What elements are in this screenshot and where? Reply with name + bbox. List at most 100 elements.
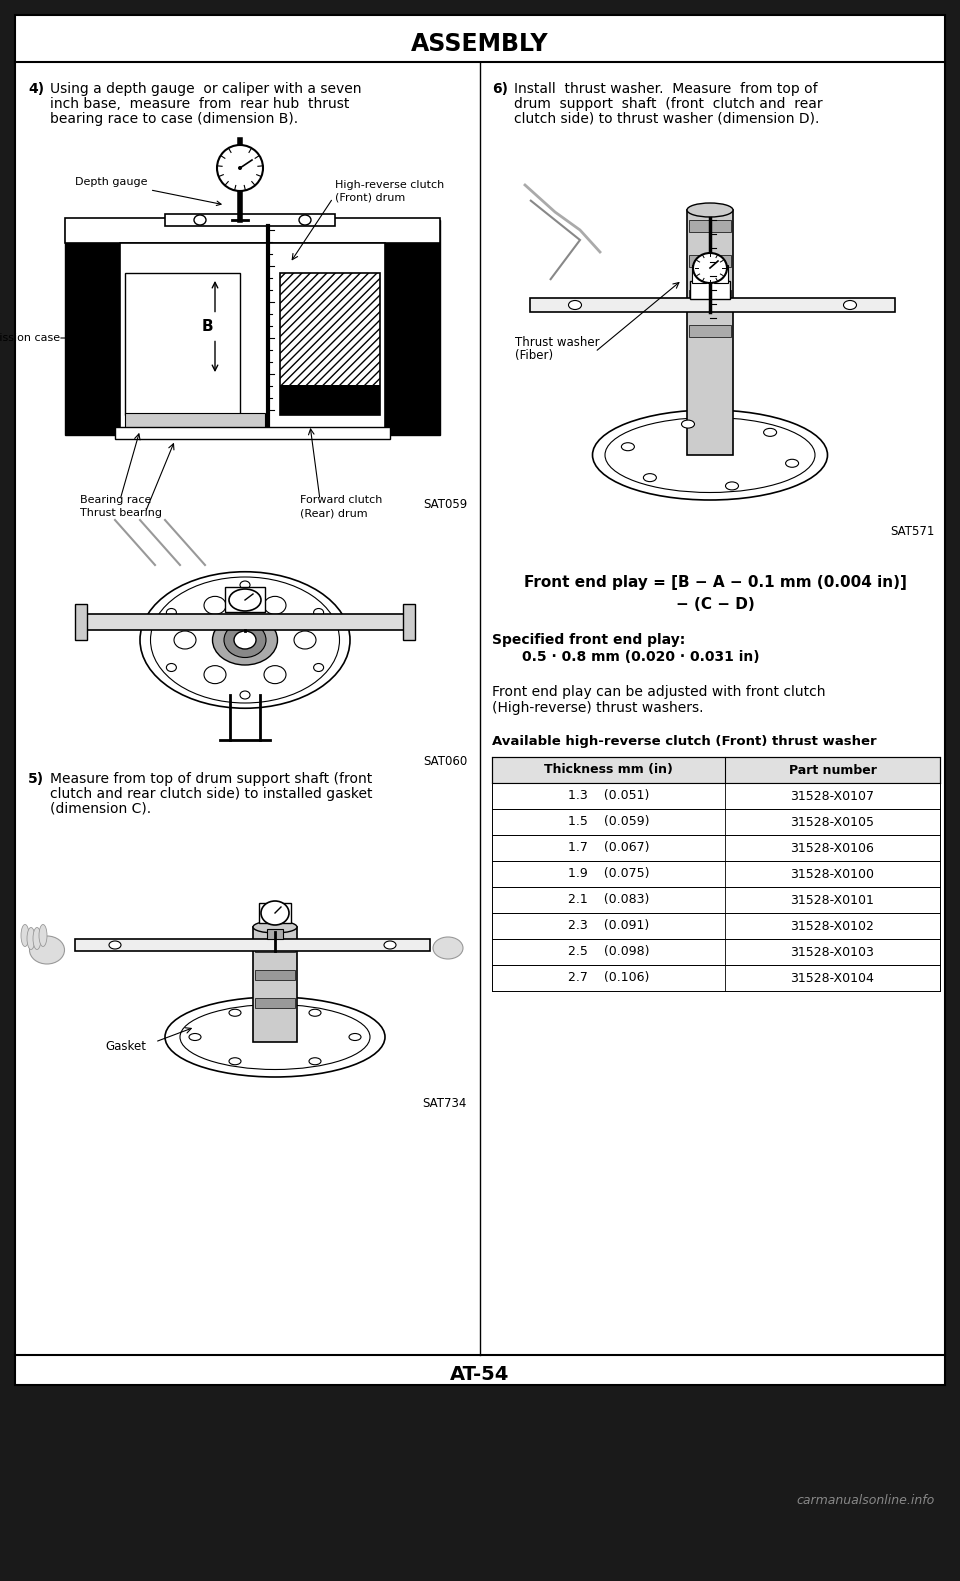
Text: 1.5    (0.059): 1.5 (0.059)	[567, 816, 649, 828]
Text: − (C − D): − (C − D)	[676, 598, 755, 612]
Text: ASSEMBLY: ASSEMBLY	[411, 32, 549, 55]
Bar	[492, 887, 940, 912]
Ellipse shape	[174, 631, 196, 648]
Bar	[115, 427, 390, 440]
Text: 31528-X0104: 31528-X0104	[790, 971, 875, 985]
Ellipse shape	[299, 215, 311, 225]
Ellipse shape	[261, 901, 289, 925]
Text: 31528-X0103: 31528-X0103	[790, 945, 875, 958]
Text: (dimension C).: (dimension C).	[50, 802, 151, 816]
Ellipse shape	[726, 482, 738, 490]
Text: Thrust bearing: Thrust bearing	[80, 508, 162, 519]
Ellipse shape	[238, 166, 242, 171]
Ellipse shape	[21, 925, 29, 947]
Ellipse shape	[204, 596, 226, 615]
Bar	[687, 210, 733, 455]
Text: SAT060: SAT060	[422, 756, 467, 768]
Ellipse shape	[39, 925, 47, 947]
Bar	[259, 903, 291, 923]
Ellipse shape	[763, 428, 777, 436]
Ellipse shape	[217, 145, 263, 191]
Text: Available high-reverse clutch (Front) thrust washer: Available high-reverse clutch (Front) th…	[492, 735, 876, 748]
Ellipse shape	[687, 202, 733, 217]
Text: 4): 4)	[28, 82, 44, 96]
Text: Thrust washer: Thrust washer	[515, 335, 600, 348]
Ellipse shape	[643, 474, 657, 482]
Ellipse shape	[844, 300, 856, 310]
Ellipse shape	[785, 460, 799, 468]
Bar	[280, 274, 380, 414]
Ellipse shape	[264, 596, 286, 615]
Text: Thickness mm (in): Thickness mm (in)	[544, 764, 673, 776]
Text: 1.9    (0.075): 1.9 (0.075)	[567, 868, 649, 881]
Ellipse shape	[682, 421, 694, 428]
Text: (Rear) drum: (Rear) drum	[300, 508, 368, 519]
Bar	[80, 613, 410, 629]
Text: 0.5 · 0.8 mm (0.020 · 0.031 in): 0.5 · 0.8 mm (0.020 · 0.031 in)	[522, 650, 759, 664]
Ellipse shape	[240, 580, 250, 590]
Text: Part number: Part number	[788, 764, 876, 776]
Text: Measure from top of drum support shaft (front: Measure from top of drum support shaft (…	[50, 772, 372, 786]
Ellipse shape	[234, 631, 256, 648]
Bar	[492, 912, 940, 939]
Text: (High-reverse) thrust washers.: (High-reverse) thrust washers.	[492, 700, 704, 715]
Text: Specified front end play:: Specified front end play:	[492, 632, 685, 647]
Ellipse shape	[592, 409, 828, 500]
Text: 31528-X0105: 31528-X0105	[790, 816, 875, 828]
Text: Using a depth gauge  or caliper with a seven: Using a depth gauge or caliper with a se…	[50, 82, 362, 96]
Text: 2.7    (0.106): 2.7 (0.106)	[567, 971, 649, 985]
Bar	[267, 930, 283, 939]
Bar	[280, 386, 380, 414]
Ellipse shape	[253, 922, 297, 933]
Ellipse shape	[229, 590, 261, 610]
Ellipse shape	[349, 1034, 361, 1040]
Text: (Front) drum: (Front) drum	[335, 191, 405, 202]
Text: Front end play = [B − A − 0.1 mm (0.004 in)]: Front end play = [B − A − 0.1 mm (0.004 …	[523, 575, 906, 590]
Bar	[492, 757, 940, 783]
Ellipse shape	[27, 928, 35, 950]
Bar	[75, 939, 430, 952]
Text: SAT734: SAT734	[422, 1097, 467, 1110]
Ellipse shape	[224, 623, 266, 658]
Ellipse shape	[30, 936, 64, 964]
Bar	[492, 809, 940, 835]
Bar	[120, 243, 385, 435]
Ellipse shape	[294, 631, 316, 648]
Bar	[75, 604, 87, 640]
Bar	[15, 14, 945, 1385]
Text: SAT059: SAT059	[422, 498, 467, 511]
Text: (Fiber): (Fiber)	[515, 349, 553, 362]
Text: 2.1    (0.083): 2.1 (0.083)	[567, 893, 649, 906]
Bar	[255, 998, 295, 1009]
Ellipse shape	[140, 572, 350, 708]
Text: Forward clutch: Forward clutch	[300, 495, 382, 504]
Bar	[492, 835, 940, 862]
Text: 31528-X0102: 31528-X0102	[790, 920, 875, 933]
Ellipse shape	[229, 1058, 241, 1064]
Ellipse shape	[166, 664, 177, 672]
Bar	[125, 413, 265, 432]
Ellipse shape	[166, 609, 177, 617]
Bar	[403, 604, 415, 640]
Text: carmanualsonline.info: carmanualsonline.info	[797, 1494, 935, 1507]
Text: 31528-X0107: 31528-X0107	[790, 789, 875, 803]
Bar	[253, 926, 297, 1042]
Text: Front end play can be adjusted with front clutch: Front end play can be adjusted with fron…	[492, 685, 826, 699]
Text: 2.3    (0.091): 2.3 (0.091)	[568, 920, 649, 933]
Text: AT-54: AT-54	[450, 1366, 510, 1385]
Text: Depth gauge: Depth gauge	[75, 177, 221, 206]
Ellipse shape	[240, 691, 250, 699]
Bar	[690, 281, 730, 299]
Text: 31528-X0106: 31528-X0106	[790, 841, 875, 854]
Text: Gasket: Gasket	[105, 1040, 146, 1053]
Bar	[714, 266, 728, 283]
Text: bearing race to case (dimension B).: bearing race to case (dimension B).	[50, 112, 299, 126]
Bar	[492, 862, 940, 887]
Text: inch base,  measure  from  rear hub  thrust: inch base, measure from rear hub thrust	[50, 96, 349, 111]
Text: clutch side) to thrust washer (dimension D).: clutch side) to thrust washer (dimension…	[514, 112, 820, 126]
Bar	[492, 964, 940, 991]
Bar	[689, 289, 731, 302]
Bar	[492, 939, 940, 964]
Ellipse shape	[693, 253, 727, 283]
Text: drum  support  shaft  (front  clutch and  rear: drum support shaft (front clutch and rea…	[514, 96, 823, 111]
